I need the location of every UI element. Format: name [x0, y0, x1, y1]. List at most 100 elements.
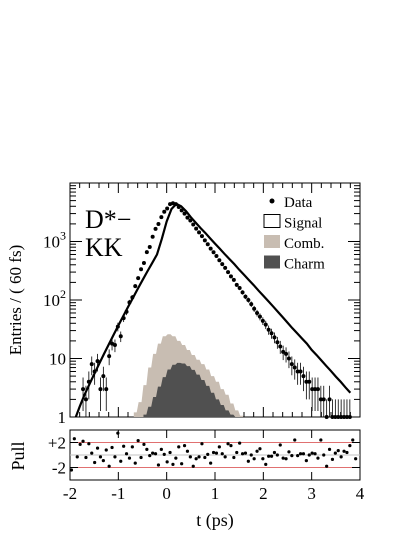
- data-point: [298, 369, 303, 374]
- pull-point: [95, 446, 100, 450]
- pull-point: [151, 451, 155, 455]
- pull-point: [81, 439, 85, 443]
- data-point: [107, 354, 112, 359]
- fit-curve-group: [74, 202, 352, 418]
- pull-point: [269, 454, 274, 458]
- data-point: [147, 244, 152, 249]
- data-point: [176, 205, 181, 210]
- legend-swatch-comb: [264, 235, 280, 248]
- data-point: [281, 349, 286, 354]
- pull-point: [226, 442, 230, 446]
- data-point: [234, 282, 239, 287]
- pull-y-tick-label: -2: [52, 459, 66, 478]
- data-point: [162, 209, 167, 214]
- pull-y-tick-label: +2: [48, 434, 66, 453]
- legend-swatch-charm: [264, 255, 280, 269]
- legend-label-comb: Comb.: [284, 236, 324, 252]
- x-tick-label: 0: [162, 484, 171, 503]
- x-tick-label: 2: [259, 484, 268, 503]
- data-point: [342, 415, 347, 419]
- x-tick-label: 3: [307, 484, 316, 503]
- pull-y-tick-labels: +2-2: [48, 434, 66, 478]
- pull-point: [290, 454, 294, 458]
- pull-point: [223, 455, 227, 459]
- data-point: [191, 222, 196, 227]
- data-point: [246, 298, 251, 302]
- data-point: [124, 309, 129, 314]
- pull-point: [284, 457, 288, 461]
- pull-point: [275, 453, 279, 457]
- data-points-group: [81, 201, 352, 419]
- pull-point: [333, 451, 337, 455]
- data-point: [95, 359, 100, 364]
- pull-point: [191, 464, 195, 468]
- pull-point: [325, 464, 329, 468]
- pull-point: [75, 455, 79, 459]
- pull-point: [258, 447, 262, 451]
- data-point: [211, 250, 216, 255]
- pull-ticks: [69, 430, 361, 480]
- pull-point: [139, 455, 143, 460]
- pull-point: [119, 459, 123, 463]
- pull-point: [298, 452, 303, 456]
- data-point: [136, 276, 141, 281]
- legend-label-data: Data: [284, 195, 313, 211]
- data-point: [266, 327, 271, 332]
- pull-point: [217, 445, 221, 449]
- data-point: [150, 234, 155, 239]
- pull-point: [252, 457, 256, 461]
- data-point: [185, 215, 190, 220]
- data-point: [127, 300, 132, 305]
- data-point: [263, 322, 268, 327]
- main-ticks: [69, 183, 361, 417]
- data-point: [324, 415, 329, 419]
- y-tick-label-100: 102: [43, 287, 66, 310]
- data-point: [199, 234, 204, 239]
- data-point: [278, 344, 283, 349]
- pull-point: [93, 460, 97, 465]
- pull-point: [238, 441, 242, 445]
- pull-point: [278, 443, 282, 447]
- pull-point: [168, 450, 172, 455]
- legend: Data Signal Comb. Charm: [263, 195, 325, 273]
- pull-point: [351, 438, 355, 442]
- data-point: [156, 222, 161, 227]
- pull-point: [209, 461, 213, 465]
- data-point: [223, 265, 228, 270]
- pull-point: [240, 452, 245, 456]
- data-point: [289, 362, 294, 367]
- x-tick-label: -1: [111, 484, 125, 503]
- data-point: [284, 351, 289, 356]
- pull-point: [87, 442, 91, 446]
- pull-point: [296, 454, 300, 458]
- data-point: [194, 226, 199, 231]
- data-point: [313, 387, 318, 392]
- pull-point: [156, 463, 161, 467]
- pull-point: [72, 437, 76, 441]
- y-tick-exponent: 3: [60, 229, 66, 243]
- pull-point: [249, 453, 253, 457]
- data-point: [344, 415, 349, 419]
- x-tick-label: 4: [356, 484, 365, 503]
- pull-point: [133, 461, 137, 465]
- pull-point: [180, 462, 184, 466]
- pull-point: [235, 450, 239, 455]
- data-point: [153, 226, 158, 231]
- pull-point: [232, 455, 236, 460]
- pull-point: [130, 445, 134, 449]
- pull-point: [90, 451, 94, 455]
- annotation-kk: KK: [85, 233, 123, 262]
- pull-point: [267, 454, 271, 458]
- data-point: [252, 306, 257, 311]
- pull-point: [148, 454, 152, 458]
- data-point: [286, 356, 291, 361]
- pull-point: [145, 447, 149, 451]
- charm-area: [143, 362, 239, 417]
- pull-point: [327, 447, 332, 451]
- data-point: [104, 387, 109, 392]
- pull-point: [110, 445, 114, 450]
- pull-point: [124, 452, 129, 456]
- data-point: [118, 334, 123, 339]
- data-point: [188, 218, 193, 223]
- pull-point: [339, 455, 343, 459]
